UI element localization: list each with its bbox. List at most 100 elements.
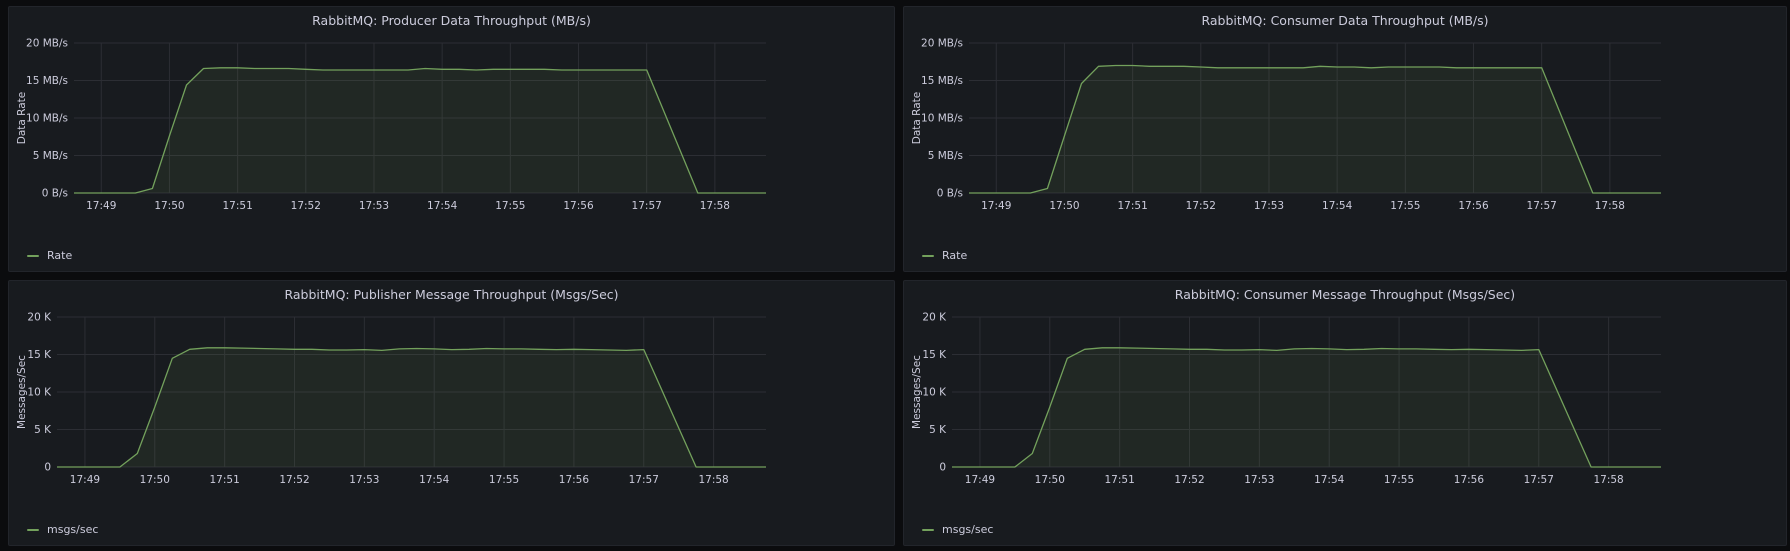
x-tick-label: 17:54 xyxy=(419,474,450,486)
legend-label: Rate xyxy=(942,249,968,262)
axes: 0 B/s 5 MB/s 10 MB/s 15 MB/s 20 MB/s 17:49 17:… xyxy=(16,38,730,213)
chart-plot[interactable]: 0 5 K 10 K 15 K 20 K 17:49 17:50 17:51 17:52 17:5… xyxy=(9,281,896,547)
x-tick-label: 17:49 xyxy=(965,474,995,486)
x-tick-label: 17:53 xyxy=(349,474,379,486)
y-tick-label: 0 xyxy=(939,462,946,474)
x-tick-label: 17:56 xyxy=(1458,200,1489,212)
x-tick-label: 17:49 xyxy=(981,200,1011,212)
y-tick-label: 10 MB/s xyxy=(921,113,963,125)
y-tick-label: 15 K xyxy=(27,349,52,361)
y-tick-label: 20 MB/s xyxy=(26,38,68,50)
panel-title[interactable]: RabbitMQ: Consumer Data Throughput (MB/s… xyxy=(1201,13,1489,28)
x-tick-label: 17:55 xyxy=(1384,474,1414,486)
legend-label: msgs/sec xyxy=(47,523,99,536)
chart-plot[interactable]: 0 B/s 5 MB/s 10 MB/s 15 MB/s 20 MB/s 17:49 17:… xyxy=(9,7,896,273)
x-tick-label: 17:55 xyxy=(1390,200,1420,212)
x-tick-label: 17:52 xyxy=(1186,200,1216,212)
y-axis-label: Messages/Sec xyxy=(16,355,28,429)
series-line xyxy=(57,347,766,468)
x-tick-label: 17:52 xyxy=(279,474,309,486)
y-axis-label: Data Rate xyxy=(911,92,923,145)
x-tick-label: 17:49 xyxy=(86,200,116,212)
y-tick-label: 20 K xyxy=(922,312,947,324)
series xyxy=(952,347,1661,468)
y-tick-label: 15 K xyxy=(922,349,947,361)
x-tick-label: 17:52 xyxy=(291,200,321,212)
x-tick-label: 17:56 xyxy=(1454,474,1485,486)
x-tick-label: 17:51 xyxy=(1117,200,1147,212)
legend[interactable]: Rate xyxy=(922,249,967,262)
legend-swatch xyxy=(922,254,934,257)
panel-title[interactable]: RabbitMQ: Consumer Message Throughput (M… xyxy=(1174,287,1516,302)
x-tick-label: 17:51 xyxy=(222,200,252,212)
y-tick-label: 5 MB/s xyxy=(33,150,68,162)
series xyxy=(57,347,766,468)
x-tick-label: 17:56 xyxy=(559,474,590,486)
x-tick-label: 17:57 xyxy=(629,474,659,486)
x-tick-label: 17:51 xyxy=(1105,474,1135,486)
legend-swatch xyxy=(27,254,39,257)
y-tick-label: 10 MB/s xyxy=(26,113,68,125)
x-tick-label: 17:53 xyxy=(359,200,389,212)
legend-label: msgs/sec xyxy=(942,523,994,536)
series-line xyxy=(952,347,1661,468)
y-tick-label: 15 MB/s xyxy=(26,75,68,87)
y-tick-label: 20 MB/s xyxy=(921,38,963,50)
legend[interactable]: msgs/sec xyxy=(27,523,98,536)
x-tick-label: 17:54 xyxy=(1314,474,1345,486)
series xyxy=(969,64,1661,194)
series xyxy=(74,67,766,194)
y-tick-label: 5 MB/s xyxy=(928,150,963,162)
y-tick-label: 5 K xyxy=(34,424,52,436)
legend-label: Rate xyxy=(47,249,73,262)
y-tick-label: 10 K xyxy=(27,387,52,399)
x-tick-label: 17:57 xyxy=(1524,474,1554,486)
series-line xyxy=(74,67,766,194)
y-tick-label: 5 K xyxy=(929,424,947,436)
y-tick-label: 0 xyxy=(44,462,51,474)
legend-swatch xyxy=(27,528,39,531)
series-area xyxy=(952,347,1661,467)
axes: 0 5 K 10 K 15 K 20 K 17:49 17:50 17:51 17:52 17:5… xyxy=(911,312,1624,487)
x-tick-label: 17:50 xyxy=(140,474,170,486)
y-tick-label: 20 K xyxy=(27,312,52,324)
series-area xyxy=(74,67,766,193)
y-tick-label: 0 B/s xyxy=(937,188,963,200)
x-tick-label: 17:53 xyxy=(1244,474,1274,486)
x-tick-label: 17:51 xyxy=(210,474,240,486)
axes: 0 5 K 10 K 15 K 20 K 17:49 17:50 17:51 17:52 17:5… xyxy=(16,312,729,487)
panel-title[interactable]: RabbitMQ: Producer Data Throughput (MB/s… xyxy=(312,13,591,28)
x-tick-label: 17:57 xyxy=(632,200,662,212)
series-area xyxy=(969,65,1661,193)
legend[interactable]: msgs/sec xyxy=(922,523,993,536)
x-tick-label: 17:58 xyxy=(700,200,730,212)
publisher-message-throughput-panel[interactable]: RabbitMQ: Publisher Message Throughput (… xyxy=(8,280,895,546)
consumer-data-throughput-panel[interactable]: RabbitMQ: Consumer Data Throughput (MB/s… xyxy=(903,6,1787,272)
x-tick-label: 17:53 xyxy=(1254,200,1284,212)
x-tick-label: 17:50 xyxy=(1049,200,1079,212)
producer-data-throughput-panel[interactable]: RabbitMQ: Producer Data Throughput (MB/s… xyxy=(8,6,895,272)
y-tick-label: 0 B/s xyxy=(42,188,68,200)
series-area xyxy=(57,347,766,467)
x-tick-label: 17:50 xyxy=(1035,474,1065,486)
legend[interactable]: Rate xyxy=(27,249,72,262)
chart-plot[interactable]: 0 5 K 10 K 15 K 20 K 17:49 17:50 17:51 17:52 17:5… xyxy=(904,281,1788,547)
y-tick-label: 15 MB/s xyxy=(921,75,963,87)
x-tick-label: 17:58 xyxy=(1593,474,1623,486)
x-tick-label: 17:50 xyxy=(154,200,184,212)
x-tick-label: 17:55 xyxy=(495,200,525,212)
panel-title[interactable]: RabbitMQ: Publisher Message Throughput (… xyxy=(284,287,619,302)
consumer-message-throughput-panel[interactable]: RabbitMQ: Consumer Message Throughput (M… xyxy=(903,280,1787,546)
y-axis-label: Data Rate xyxy=(16,92,28,145)
x-tick-label: 17:58 xyxy=(698,474,728,486)
legend-swatch xyxy=(922,528,934,531)
x-tick-label: 17:54 xyxy=(427,200,458,212)
series-line xyxy=(969,64,1661,194)
x-tick-label: 17:49 xyxy=(70,474,100,486)
x-tick-label: 17:54 xyxy=(1322,200,1353,212)
y-axis-label: Messages/Sec xyxy=(911,355,923,429)
chart-plot[interactable]: 0 B/s 5 MB/s 10 MB/s 15 MB/s 20 MB/s 17:49 17:… xyxy=(904,7,1788,273)
grid-lines xyxy=(57,316,766,468)
x-tick-label: 17:57 xyxy=(1527,200,1557,212)
